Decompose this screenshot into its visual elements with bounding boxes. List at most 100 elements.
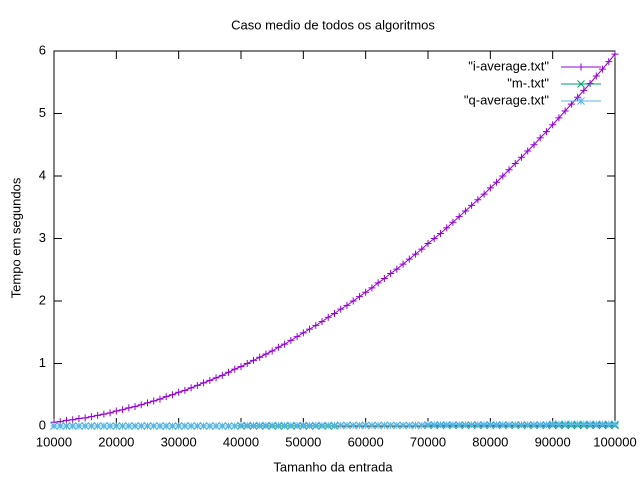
x-tick-label: 10000 (36, 434, 72, 449)
data-point (586, 420, 594, 428)
data-point (573, 420, 582, 428)
data-point (299, 421, 308, 430)
data-point (306, 325, 314, 333)
data-point (436, 420, 445, 429)
data-point (262, 421, 270, 430)
data-point (69, 416, 77, 424)
y-tick-label: 4 (39, 167, 46, 182)
data-point (112, 407, 120, 415)
data-point (499, 172, 507, 180)
data-point (81, 414, 89, 422)
legend-marker (577, 80, 585, 88)
data-point (162, 422, 171, 430)
data-point (374, 421, 382, 430)
data-point (156, 422, 164, 430)
data-point (144, 399, 151, 407)
data-point (355, 421, 364, 430)
data-point (137, 401, 145, 409)
data-point (187, 384, 195, 392)
data-point (574, 93, 582, 101)
data-point (418, 245, 426, 253)
data-point (299, 329, 307, 337)
data-point (480, 420, 488, 429)
data-point (324, 313, 332, 321)
y-tick-label: 1 (39, 355, 46, 370)
data-point (368, 421, 376, 430)
data-point (536, 420, 545, 429)
data-point (318, 421, 326, 430)
data-point (131, 422, 139, 430)
legend-label: "i-average.txt" (468, 58, 549, 73)
data-point (94, 411, 102, 419)
data-point (118, 422, 127, 430)
data-point (168, 391, 176, 399)
data-point (343, 301, 351, 309)
data-point (461, 207, 469, 215)
data-point (374, 279, 382, 287)
data-point (175, 388, 183, 396)
data-point (467, 420, 476, 429)
data-point (205, 422, 214, 430)
data-point (75, 422, 83, 430)
data-point (75, 415, 83, 422)
data-point (393, 265, 401, 273)
data-point (604, 420, 613, 428)
data-point (287, 336, 295, 344)
legend-marker (577, 97, 585, 105)
data-point (243, 360, 251, 367)
data-point (611, 420, 619, 428)
data-point (137, 422, 146, 430)
data-point (548, 420, 557, 428)
x-axis-label: Tamanho da entrada (273, 459, 393, 474)
data-point (268, 347, 276, 355)
y-tick-label: 5 (39, 105, 46, 120)
data-point (274, 343, 282, 351)
data-point (193, 422, 202, 430)
data-point (386, 421, 395, 430)
data-point (455, 213, 463, 221)
data-point (112, 422, 121, 430)
data-point (312, 321, 320, 329)
data-point (449, 420, 457, 429)
data-point (517, 420, 526, 429)
data-point (280, 421, 289, 430)
data-point (530, 141, 538, 149)
data-point (324, 421, 333, 430)
data-point (387, 270, 395, 277)
data-point (331, 310, 338, 317)
data-point (68, 422, 77, 430)
x-tick-label: 100000 (593, 434, 636, 449)
data-point (100, 422, 108, 430)
data-point (567, 420, 576, 428)
legend-marker (577, 63, 585, 71)
x-tick-label: 30000 (161, 434, 197, 449)
data-point (187, 422, 195, 430)
y-tick-label: 2 (39, 292, 46, 307)
data-point (156, 395, 164, 403)
data-point (293, 421, 301, 430)
data-point (50, 422, 58, 430)
y-tick-label: 0 (39, 417, 46, 432)
data-point (119, 406, 127, 414)
data-point (361, 421, 370, 430)
data-point (518, 153, 525, 161)
x-tick-label: 90000 (535, 434, 571, 449)
data-point (268, 421, 277, 430)
data-point (474, 420, 482, 429)
data-point (442, 420, 451, 429)
data-point (412, 250, 420, 258)
data-point (150, 397, 158, 405)
data-point (131, 403, 139, 411)
data-point (480, 190, 488, 198)
data-point (611, 50, 619, 58)
data-point (424, 420, 432, 429)
data-point (106, 422, 114, 430)
data-point (486, 420, 495, 429)
data-point (599, 65, 607, 73)
data-point (249, 421, 258, 430)
data-point (87, 413, 95, 421)
data-point (436, 230, 444, 237)
y-tick-label: 3 (39, 230, 46, 245)
data-point (237, 363, 245, 371)
data-point (536, 134, 544, 142)
